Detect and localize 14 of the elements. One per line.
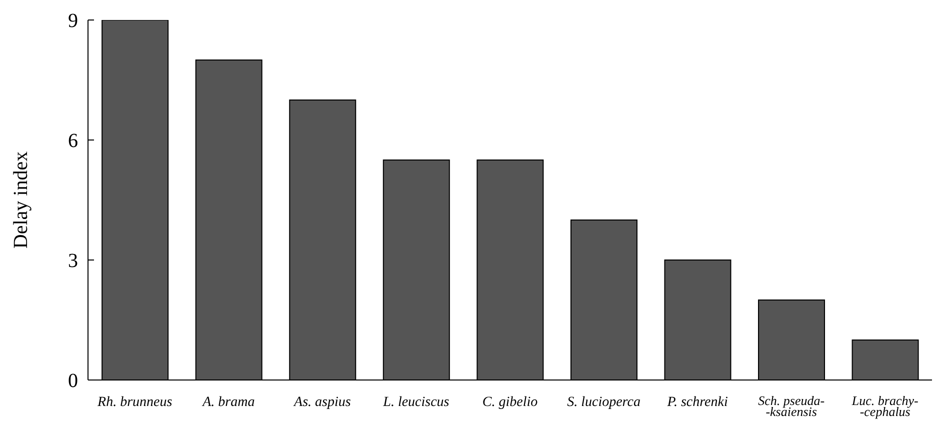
x-tick-label: As. aspius [293, 395, 352, 410]
y-tick-label: 0 [68, 370, 78, 392]
x-tick-label: S. lucioperca [567, 395, 640, 410]
y-tick-label: 6 [68, 130, 78, 152]
x-tick-label: Luc. brachy- -cephalus [850, 393, 918, 420]
y-axis-title: Delay index [10, 151, 32, 249]
x-tick-label: C. gibelio [482, 395, 538, 410]
y-tick-label: 3 [68, 250, 78, 272]
x-tick-label: P. schrenki [666, 395, 728, 410]
x-tick-label: L. leuciscus [382, 395, 450, 410]
x-tick-label: Sch. pseuda- -ksaiensis [758, 393, 825, 420]
x-tick-label: Rh. brunneus [96, 395, 173, 410]
x-tick-label: A. brama [202, 395, 255, 410]
y-tick-label: 9 [68, 10, 78, 32]
